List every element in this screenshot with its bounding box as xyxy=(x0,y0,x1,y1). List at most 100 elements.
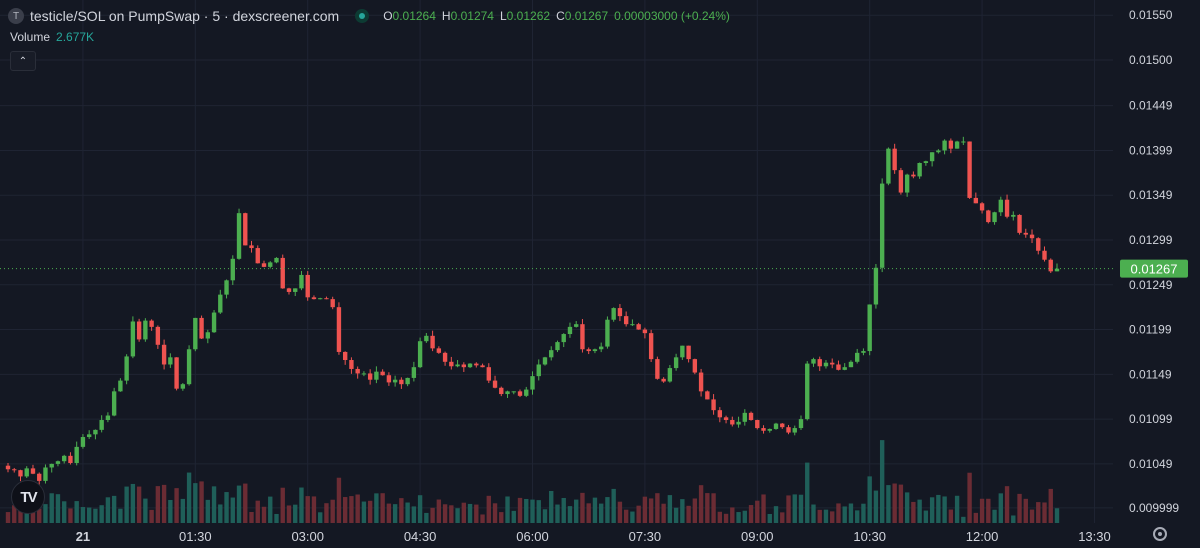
candle-body xyxy=(417,341,423,368)
volume-bar xyxy=(318,512,323,523)
volume-bar xyxy=(280,487,285,523)
candle-body xyxy=(299,274,304,289)
candle-body xyxy=(274,257,279,263)
volume-bar xyxy=(236,485,242,523)
candle-body xyxy=(180,384,186,389)
volume-bar xyxy=(705,493,710,523)
volume-bar xyxy=(367,500,373,523)
volume-bar xyxy=(111,495,117,523)
volume-bar xyxy=(586,503,591,523)
volume-bar xyxy=(798,494,804,523)
candle-body xyxy=(673,357,679,369)
volume-bar xyxy=(967,472,972,523)
candle-body xyxy=(261,263,267,267)
candle-body xyxy=(455,364,460,367)
candle-body xyxy=(255,248,260,264)
volume-bar xyxy=(330,499,335,523)
volume-bar xyxy=(99,505,104,523)
candle-body xyxy=(823,362,829,367)
y-tick-label: 0.01299 xyxy=(1129,233,1173,247)
volume-bar xyxy=(961,516,966,523)
volume-bar xyxy=(268,496,273,523)
candle-body xyxy=(742,412,747,422)
candle-body xyxy=(555,342,560,351)
candle-body xyxy=(798,419,804,429)
candle-body xyxy=(405,377,410,385)
y-tick-label: 0.01550 xyxy=(1129,8,1173,22)
candle-body xyxy=(692,359,698,373)
volume-bar xyxy=(767,514,772,523)
candle-body xyxy=(74,446,79,463)
volume-bar xyxy=(1036,502,1041,523)
candle-body xyxy=(1023,232,1028,235)
collapse-legend-button[interactable]: ⌃ xyxy=(10,51,36,71)
candle-body xyxy=(736,421,741,425)
candle-body xyxy=(655,359,660,379)
chart-header: T testicle/SOL on PumpSwap · 5 · dexscre… xyxy=(8,6,730,26)
volume-bar xyxy=(811,504,816,523)
candle-body xyxy=(342,351,348,361)
candle-body xyxy=(524,389,529,396)
candle-body xyxy=(149,320,154,327)
volume-bar xyxy=(773,506,779,523)
volume-bar xyxy=(636,505,641,523)
volume-bar xyxy=(717,511,723,523)
x-tick-label: 04:30 xyxy=(404,529,437,544)
volume-bar xyxy=(249,511,254,523)
volume-bar xyxy=(62,501,67,523)
candle-body xyxy=(836,364,841,370)
candle-body xyxy=(923,161,929,163)
volume-bar xyxy=(711,493,716,523)
volume-bar xyxy=(411,506,417,523)
candle-body xyxy=(374,371,379,380)
candle-body xyxy=(442,352,448,362)
volume-bar xyxy=(1048,488,1053,523)
candle-body xyxy=(168,357,173,365)
candle-body xyxy=(954,141,960,149)
volume-bar xyxy=(186,472,192,523)
candle-body xyxy=(236,213,242,259)
volume-bar xyxy=(686,505,691,523)
candle-body xyxy=(193,317,198,350)
volume-bar xyxy=(792,494,797,523)
candle-body xyxy=(542,357,548,365)
volume-bar xyxy=(455,508,460,523)
candle-body xyxy=(324,298,329,300)
volume-bar xyxy=(698,485,704,523)
volume-bar xyxy=(680,499,685,523)
volume-bar xyxy=(342,497,348,523)
candle-body xyxy=(37,473,42,481)
volume-bar xyxy=(324,503,329,523)
candle-body xyxy=(1042,250,1047,260)
gear-icon[interactable] xyxy=(1153,527,1167,541)
volume-bar xyxy=(299,487,304,523)
volume-bar xyxy=(430,507,435,523)
volume-bar xyxy=(574,499,579,523)
volume-bar xyxy=(230,497,235,523)
candle-body xyxy=(436,348,442,353)
volume-bar xyxy=(748,505,754,523)
candle-body xyxy=(817,359,822,367)
volume-bar xyxy=(1029,509,1035,523)
volume-bar xyxy=(161,484,167,523)
ohlc-legend: O0.01264 H0.01274 L0.01262 C0.01267 0.00… xyxy=(383,9,730,23)
volume-bar xyxy=(180,498,186,523)
volume-bar xyxy=(861,503,866,523)
y-tick-label: 0.01099 xyxy=(1129,412,1173,426)
candle-body xyxy=(186,349,192,385)
candle-body xyxy=(62,455,67,462)
candle-body xyxy=(973,197,979,204)
volume-bar xyxy=(168,500,173,523)
volume-bar xyxy=(661,503,666,523)
tradingview-logo-icon[interactable]: TV xyxy=(11,480,45,514)
candle-body xyxy=(174,357,179,389)
candle-body xyxy=(592,349,598,352)
candle-body xyxy=(761,428,766,431)
candle-body xyxy=(286,288,292,292)
volume-bar xyxy=(655,493,660,523)
candle-body xyxy=(705,391,710,400)
volume-bar xyxy=(417,495,423,523)
candle-body xyxy=(130,321,136,357)
